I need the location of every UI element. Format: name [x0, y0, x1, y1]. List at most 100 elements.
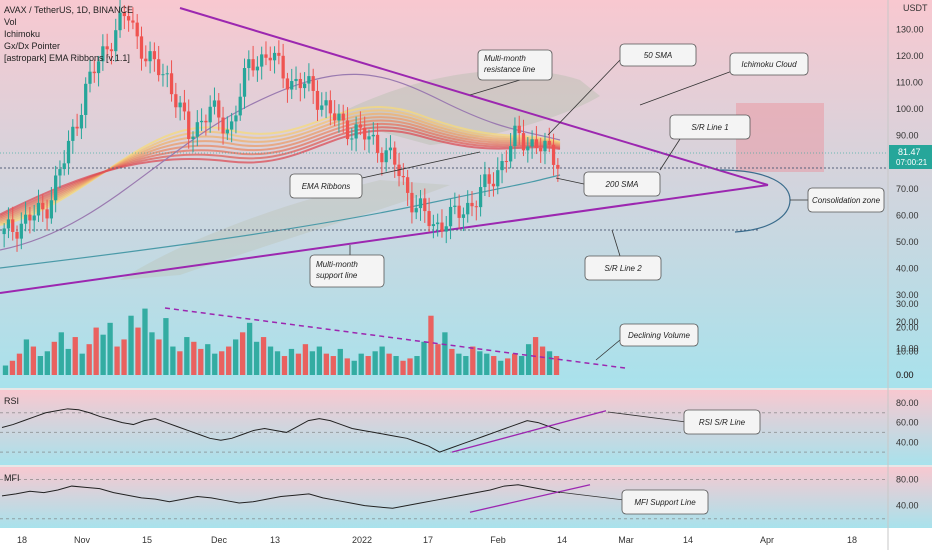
volume-bar [260, 337, 267, 375]
candle-body [169, 73, 174, 95]
candle-body [122, 12, 126, 17]
volume-bar [267, 346, 274, 375]
candle-body [478, 187, 483, 208]
volume-bar [316, 346, 323, 375]
annotation-leader [361, 151, 481, 179]
volume-bar [233, 339, 239, 375]
candle-body [135, 22, 139, 37]
volume-bar [44, 351, 50, 375]
volume-bar [302, 344, 309, 375]
candle-body [32, 215, 36, 221]
candle-body [238, 96, 242, 116]
rsi-pane-label[interactable]: RSI [4, 396, 20, 406]
candle-body [307, 76, 311, 84]
volume-bar [226, 346, 232, 375]
volume-bar [428, 315, 434, 375]
price-tick-label: 10.00 [896, 343, 919, 353]
candle-body [41, 202, 45, 210]
candle-body [174, 94, 178, 108]
volume-bar [205, 344, 211, 375]
annotation-text: EMA Ribbons [302, 182, 351, 191]
indicator-gxdx[interactable]: Gx/Dx Pointer [4, 41, 61, 51]
candle-body [491, 183, 496, 187]
indicator-ichimoku[interactable]: Ichimoku [4, 29, 41, 39]
candle-body [11, 219, 15, 232]
volume-bar [407, 358, 413, 375]
candle-body [148, 51, 152, 62]
candle-body [2, 228, 6, 235]
annotation-box [619, 323, 699, 347]
candle-body [380, 152, 384, 163]
candle-body [118, 12, 122, 31]
candle-body [375, 134, 380, 153]
mfi-trend-line [469, 484, 591, 513]
price-tick-label: 90.00 [896, 131, 919, 141]
candle-body [298, 78, 302, 89]
candle-body [315, 90, 320, 110]
volume-bar [246, 322, 253, 375]
annotation-leader [595, 339, 621, 361]
ema-ribbon-line [0, 129, 561, 216]
candle-body [105, 46, 109, 50]
candle-body [109, 49, 114, 52]
volume-bar [393, 356, 399, 375]
candle-body [75, 126, 79, 129]
candle-body [302, 83, 307, 89]
mfi-pane-label[interactable]: MFI [4, 473, 20, 483]
candle-body [71, 126, 75, 141]
time-tick-label: 18 [17, 535, 27, 545]
candle-body [260, 54, 264, 67]
pane-background [0, 467, 932, 528]
rsi-annotation-text: RSI S/R Line [699, 418, 746, 427]
indicator-ema-ribbons[interactable]: [astropark] EMA Ribbons [v.1.1] [4, 53, 130, 63]
candle-body [294, 78, 298, 82]
candle-body [427, 211, 431, 227]
price-tick-label: 100.00 [896, 104, 924, 114]
volume-bar [72, 337, 78, 375]
annotation-text: Multi-month resistance line [484, 54, 536, 74]
support-line [0, 184, 769, 294]
annotation-text: 200 SMA [605, 180, 639, 189]
annotation-text: Consolidation zone [812, 196, 881, 205]
time-axis-background [0, 528, 932, 550]
volume-bar [135, 327, 141, 375]
candle-body [474, 206, 478, 208]
ichimoku-cloud-right [736, 103, 824, 172]
last-price-value: 81.47 [898, 147, 921, 157]
volume-bar [288, 348, 295, 375]
candle-body [255, 66, 260, 71]
candle-body [285, 78, 290, 90]
volume-bar [421, 341, 427, 375]
volume-bar [358, 353, 364, 375]
volume-bar [212, 353, 218, 375]
volume-bar [365, 356, 371, 375]
candle-body [345, 120, 350, 140]
candle-body [101, 46, 105, 62]
candle-body [320, 105, 324, 110]
price-tick-label: 110.00 [896, 77, 923, 87]
candle-body [247, 59, 251, 69]
chart-title[interactable]: AVAX / TetherUS, 1D, BINANCE [4, 5, 134, 15]
annotation-text: S/R Line 1 [691, 123, 728, 132]
price-tick-label: 0.00 [896, 370, 914, 380]
volume-bar [386, 353, 392, 375]
candle-body [453, 205, 457, 207]
volume-tick-label: 30.00 [896, 299, 919, 309]
mfi-annotation-text: MFI Support Line [634, 498, 696, 507]
volume-bar [414, 356, 420, 375]
candle-body [513, 125, 517, 147]
indicator-vol[interactable]: Vol [4, 17, 17, 27]
annotation-text: 50 SMA [644, 51, 672, 60]
annotation-leader [639, 69, 736, 106]
candle-body [199, 120, 204, 123]
annotation-box [619, 43, 697, 67]
sma-50-line [0, 73, 561, 251]
rsi-tick-label: 80.00 [896, 398, 919, 408]
price-tick-label: 50.00 [896, 237, 919, 247]
candle-body [225, 129, 229, 134]
volume-bar [191, 341, 197, 375]
volume-bar [323, 353, 329, 375]
price-badge [889, 145, 932, 169]
resistance-line [179, 7, 769, 186]
time-tick-label: 17 [423, 535, 433, 545]
